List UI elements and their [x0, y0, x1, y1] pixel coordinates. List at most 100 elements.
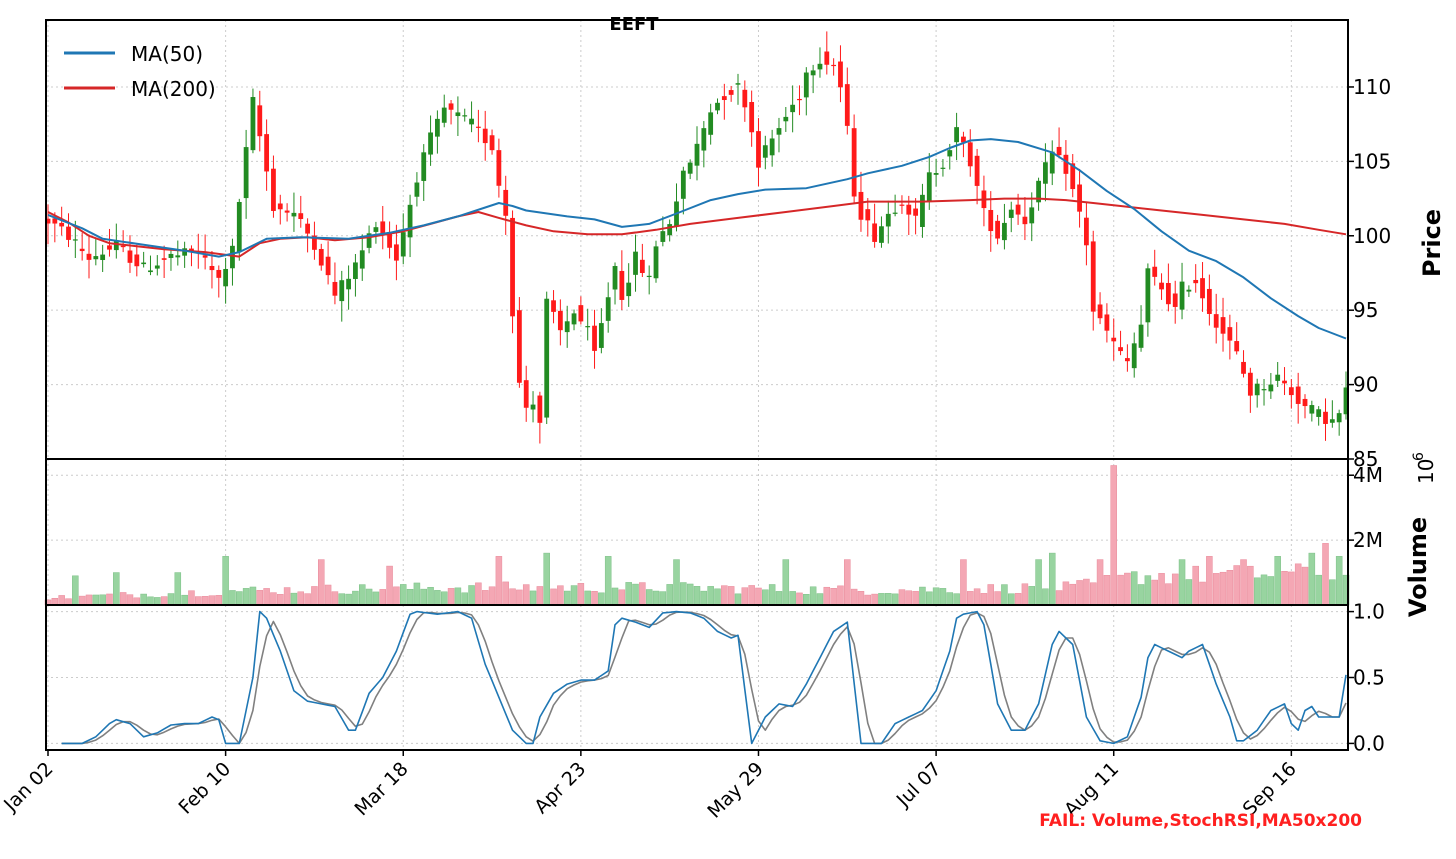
candle-body — [797, 98, 802, 101]
candle-body — [530, 404, 536, 410]
volume-bar — [611, 587, 619, 606]
volume-bar — [898, 589, 906, 606]
volume-bar — [427, 587, 434, 606]
volume-bar — [1281, 571, 1288, 606]
volume-bar — [92, 594, 100, 606]
volume-bar — [1274, 556, 1281, 606]
volume-bar — [782, 559, 790, 606]
candle-body — [1316, 409, 1322, 417]
candle-body — [510, 217, 515, 317]
volume-bar — [481, 590, 489, 606]
candle-body — [120, 245, 126, 248]
volume-bar — [475, 582, 482, 606]
candle-body — [93, 256, 99, 260]
volume-bar — [1165, 583, 1172, 606]
candle-body — [578, 305, 584, 322]
stochrsi-d-line — [61, 611, 1347, 745]
volume-bar — [119, 592, 127, 606]
y-tick-label: 1.0 — [1353, 600, 1385, 624]
candle-body — [1193, 279, 1199, 284]
candle-body — [1104, 314, 1110, 331]
candle-body — [715, 102, 720, 111]
candle-body — [564, 321, 570, 333]
volume-bar — [502, 581, 509, 606]
candle-body — [790, 104, 796, 113]
candle-body — [168, 253, 174, 258]
volume-bar — [461, 592, 468, 606]
volume-bar — [932, 587, 940, 606]
volume-bar — [509, 588, 516, 606]
candle-body — [817, 63, 823, 70]
candle-body — [1247, 372, 1253, 396]
volume-bar — [987, 584, 995, 606]
volume-bar — [1171, 573, 1179, 606]
y-tick-labels: 85 90 95 100 105 110 2M 4M 0.0 0.5 1.0 — [1353, 75, 1391, 755]
volume-bar — [393, 586, 400, 606]
candle-body — [1261, 389, 1267, 391]
candlesticks — [45, 31, 1349, 444]
volume-bar — [406, 588, 414, 606]
volume-bar — [1062, 581, 1070, 606]
candle-body — [913, 208, 919, 216]
volume-bar — [1219, 571, 1227, 606]
candle-body — [1241, 361, 1246, 374]
candle-body — [284, 210, 290, 213]
volume-bar — [659, 591, 667, 606]
candle-body — [961, 136, 966, 143]
volume-bar — [1130, 571, 1138, 606]
ma50-line — [47, 138, 1347, 340]
candle-body — [844, 84, 850, 126]
volume-bar — [768, 584, 776, 606]
volume-bar — [72, 575, 79, 606]
candle-body — [619, 270, 625, 300]
candle-body — [66, 226, 71, 240]
volume-bar — [748, 585, 755, 606]
candle-body — [1124, 358, 1130, 362]
volume-bar — [365, 588, 373, 606]
candle-body — [346, 278, 351, 290]
volume-bar — [598, 592, 605, 606]
candle-body — [1302, 398, 1308, 407]
volume-bar — [99, 594, 106, 606]
volume-bar — [1294, 563, 1302, 606]
legend-ma50-label: MA(50) — [131, 42, 203, 66]
volume-bar — [1110, 465, 1117, 606]
volume-bar — [796, 592, 803, 606]
candle-body — [1213, 314, 1219, 328]
volume-bar — [297, 591, 305, 606]
volume-bar — [680, 582, 687, 606]
candle-body — [1336, 413, 1342, 423]
candle-body — [892, 212, 898, 214]
candle-body — [1097, 304, 1103, 319]
candle-body — [482, 128, 488, 144]
candle-body — [701, 128, 707, 151]
candle-body — [598, 323, 604, 348]
candle-body — [954, 127, 959, 143]
candle-body — [52, 218, 58, 224]
candle-body — [175, 255, 181, 258]
volume-bar — [236, 591, 243, 606]
volume-bar — [1048, 552, 1056, 606]
volume-bar — [1158, 573, 1165, 606]
candle-body — [277, 203, 283, 210]
volume-bar — [51, 597, 59, 606]
volume-bar — [543, 552, 550, 606]
volume-bar — [775, 591, 783, 606]
candle-body — [639, 259, 645, 274]
candle-body — [1029, 207, 1035, 224]
candle-body — [1323, 411, 1328, 424]
candle-body — [1268, 384, 1274, 392]
candle-body — [1049, 151, 1055, 174]
candle-body — [865, 209, 871, 221]
candle-body — [776, 128, 782, 135]
volume-bar — [755, 587, 762, 606]
candle-body — [455, 112, 461, 117]
y-tick-label: 0.5 — [1353, 666, 1385, 690]
volume-bar — [126, 594, 134, 606]
volume-bar — [1117, 574, 1124, 606]
candle-body — [298, 213, 304, 220]
volume-bar — [823, 586, 831, 606]
tick-marks — [47, 86, 1354, 756]
candle-body — [387, 232, 392, 248]
candle-body — [680, 170, 686, 199]
